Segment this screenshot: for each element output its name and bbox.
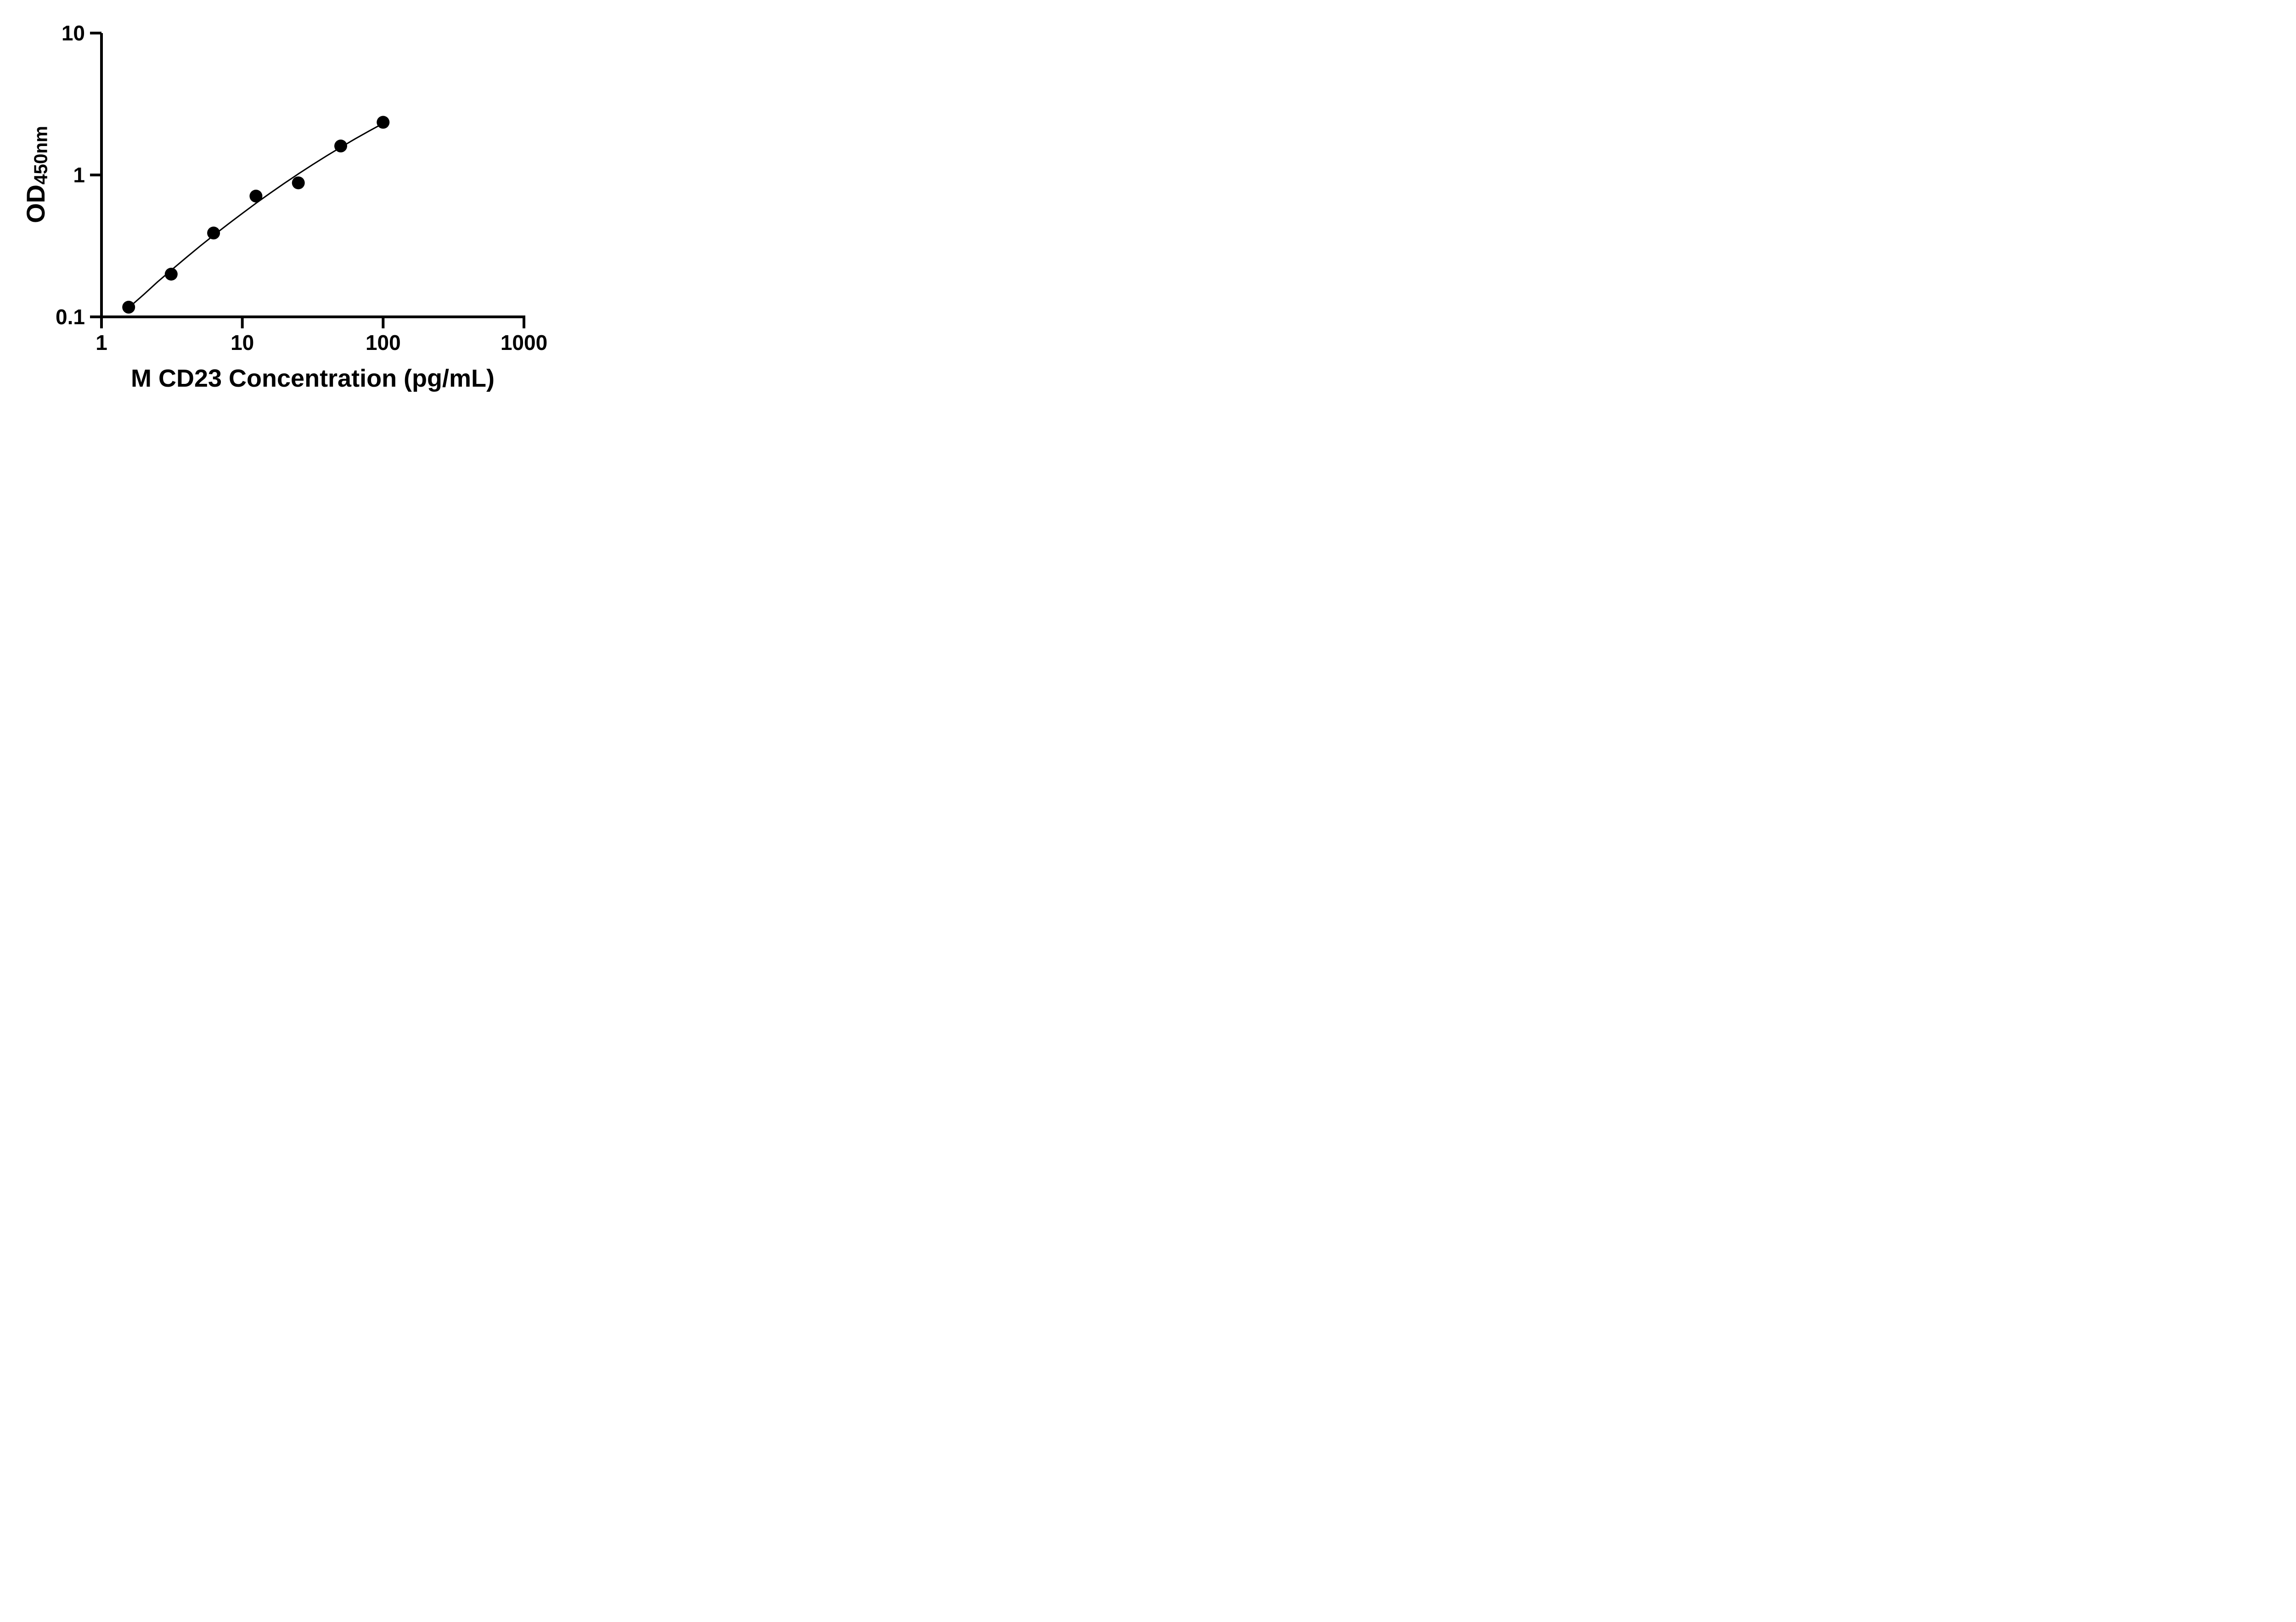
x-tick-label: 1 [96,331,107,355]
x-tick-label: 10 [231,331,254,355]
data-point [334,139,347,152]
y-tick-label: 10 [62,21,85,45]
y-axis-title-subscript: 450nm [30,126,51,185]
chart-plot-area: 0.1 1 10 1 10 100 1000 [56,21,547,355]
x-tick-label: 100 [366,331,401,355]
data-point [207,226,220,240]
y-axis-title-main: OD [21,184,50,223]
y-axis-title: OD450nm [21,83,51,266]
data-point [164,268,178,281]
y-tick-label: 1 [73,163,85,187]
data-point [249,190,263,203]
x-tick-label: 1000 [501,331,547,355]
data-point [122,300,135,314]
x-axis-title: M CD23 Concentration (pg/mL) [131,365,495,392]
data-point [292,176,305,190]
standard-curve-figure: 0.1 1 10 1 10 100 1000 OD450nm M CD23 Concentr… [0,0,580,406]
data-point [377,116,390,129]
fit-curve [128,123,384,309]
y-tick-label: 0.1 [56,305,85,329]
